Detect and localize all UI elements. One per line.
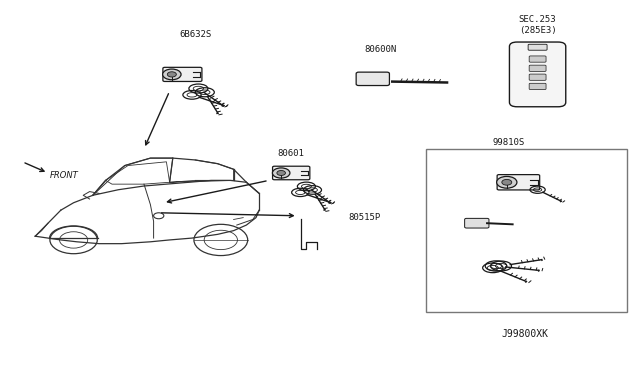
Bar: [426, 149, 627, 312]
Text: 99810S: 99810S: [493, 138, 525, 147]
FancyBboxPatch shape: [529, 83, 546, 90]
Circle shape: [163, 69, 181, 80]
Text: 6B632S: 6B632S: [179, 30, 211, 39]
FancyBboxPatch shape: [273, 166, 310, 180]
Circle shape: [277, 170, 285, 176]
Circle shape: [497, 176, 517, 188]
Text: SEC.253
(285E3): SEC.253 (285E3): [519, 15, 556, 35]
Circle shape: [167, 72, 177, 77]
FancyBboxPatch shape: [465, 218, 489, 228]
FancyBboxPatch shape: [356, 72, 389, 86]
Text: 80601: 80601: [278, 149, 305, 158]
Circle shape: [502, 179, 512, 185]
Text: J99800XK: J99800XK: [501, 329, 548, 339]
FancyBboxPatch shape: [529, 74, 546, 80]
FancyBboxPatch shape: [529, 56, 546, 62]
FancyBboxPatch shape: [528, 44, 547, 50]
Text: 80515P: 80515P: [349, 213, 381, 222]
FancyBboxPatch shape: [163, 67, 202, 81]
FancyBboxPatch shape: [497, 174, 540, 190]
FancyBboxPatch shape: [509, 42, 566, 107]
Text: FRONT: FRONT: [50, 171, 79, 180]
FancyBboxPatch shape: [529, 65, 546, 71]
Text: 80600N: 80600N: [365, 45, 397, 54]
Circle shape: [273, 168, 290, 178]
